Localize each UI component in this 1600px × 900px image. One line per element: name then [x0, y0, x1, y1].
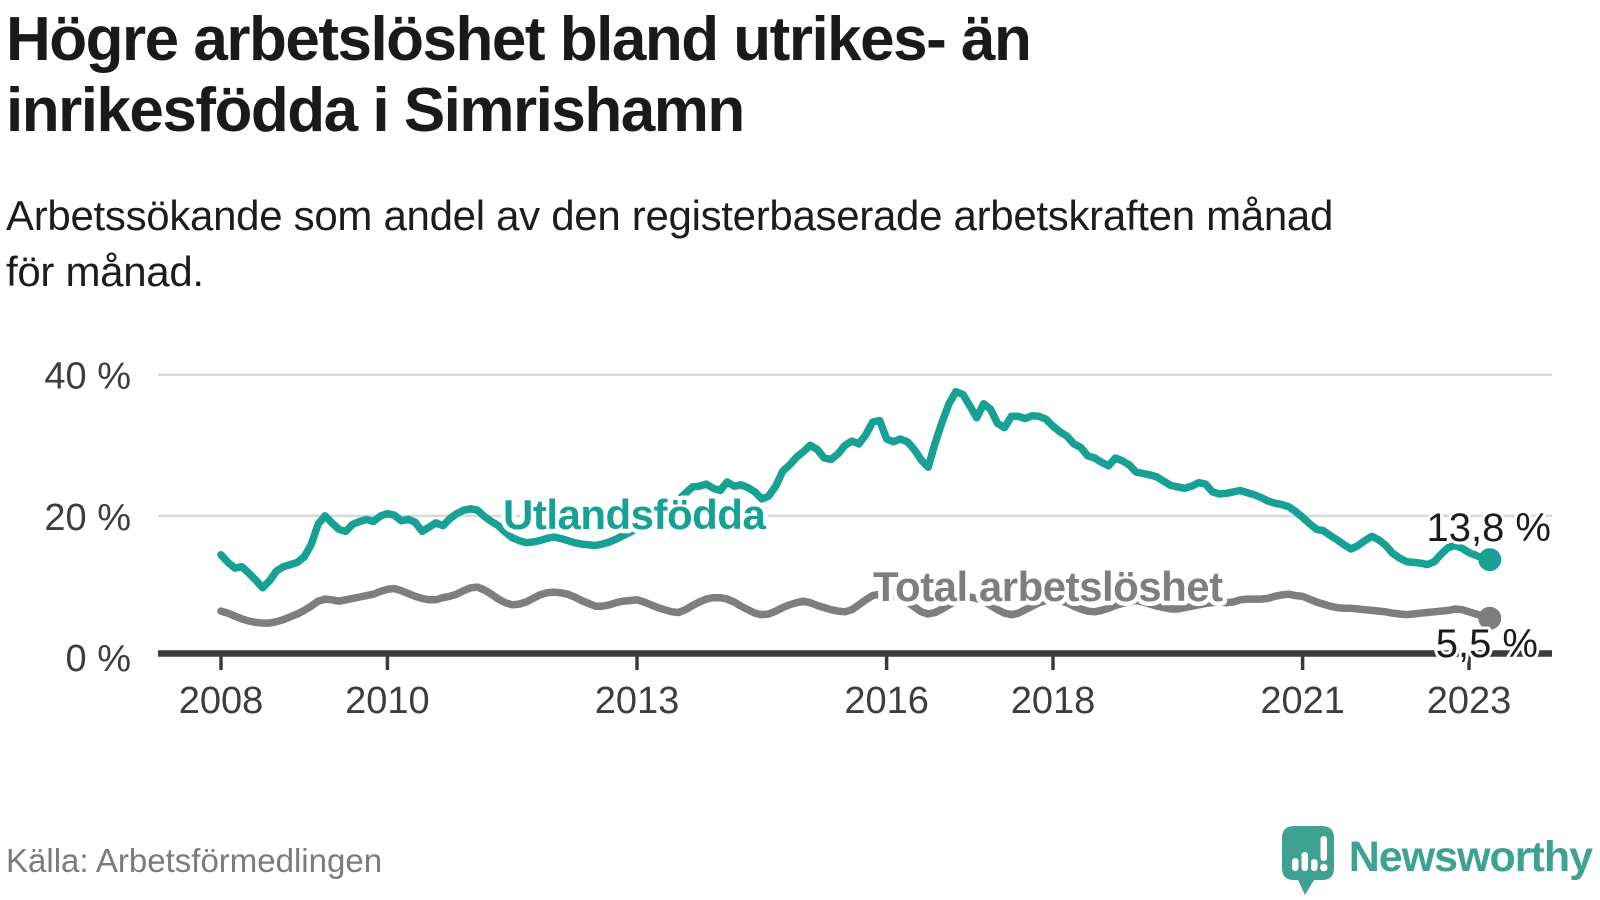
- series-line-total-arbetsloshet: [217, 583, 1494, 627]
- axes-layer: 0 % 20 % 40 % 2008 2010 2013 2016 2018 2021 2023: [44, 356, 1552, 722]
- logo-bar-3: [1310, 859, 1318, 871]
- annotation-layer: Utlandsfödda Total arbetslöshet 13,8 % 5…: [499, 487, 1555, 670]
- logo-bar-1: [1291, 858, 1299, 871]
- chart-header: Högre arbetslöshet bland utrikes- än inri…: [6, 4, 1586, 295]
- series-layer: [217, 387, 1502, 630]
- newsworthy-wordmark: Newsworthy: [1348, 832, 1593, 881]
- end-value-label-utlandsfodda: 13,8 %: [1426, 506, 1551, 550]
- x-axis-label-2008: 2008: [179, 680, 264, 722]
- x-axis-label-2023: 2023: [1427, 680, 1512, 722]
- series-label-utlandsfodda: Utlandsfödda: [503, 491, 766, 538]
- series-label-total-arbetsloshet: Total arbetslöshet: [873, 563, 1223, 610]
- y-axis-label-0: 0 %: [66, 638, 131, 680]
- y-axis-label-40: 40 %: [44, 356, 131, 398]
- logo-bar-2: [1301, 852, 1308, 871]
- title-line-1: Högre arbetslöshet bland utrikes- än: [6, 5, 1032, 74]
- end-dot-total-arbetsloshet: [1478, 606, 1502, 630]
- logo-exclamation-bar: [1320, 836, 1327, 861]
- subtitle-line-1: Arbetssökande som andel av den registerb…: [6, 192, 1334, 239]
- newsworthy-logo-icon: [1281, 826, 1334, 895]
- x-axis-label-2018: 2018: [1011, 680, 1096, 722]
- end-value-label-total: 5,5 %: [1436, 622, 1538, 666]
- y-axis-label-20: 20 %: [44, 497, 131, 539]
- x-axis-label-2016: 2016: [844, 680, 929, 722]
- end-dot-utlandsfodda: [1478, 548, 1502, 572]
- subtitle-line-2: för månad.: [6, 248, 204, 295]
- chart-subtitle: Arbetssökande som andel av den registerb…: [6, 188, 1333, 300]
- x-axis-label-2013: 2013: [595, 680, 680, 722]
- page-title: Högre arbetslöshet bland utrikes- än inri…: [6, 4, 1586, 146]
- x-axis-label-2021: 2021: [1260, 680, 1345, 722]
- x-axis-label-2010: 2010: [345, 680, 430, 722]
- newsworthy-logo: Newsworthy: [1280, 818, 1593, 896]
- source-note: Källa: Arbetsförmedlingen: [6, 842, 383, 879]
- series-line-utlandsfodda: [217, 387, 1494, 592]
- title-line-2: inrikesfödda i Simrishamn: [6, 76, 745, 145]
- logo-exclamation-dot: [1319, 863, 1328, 872]
